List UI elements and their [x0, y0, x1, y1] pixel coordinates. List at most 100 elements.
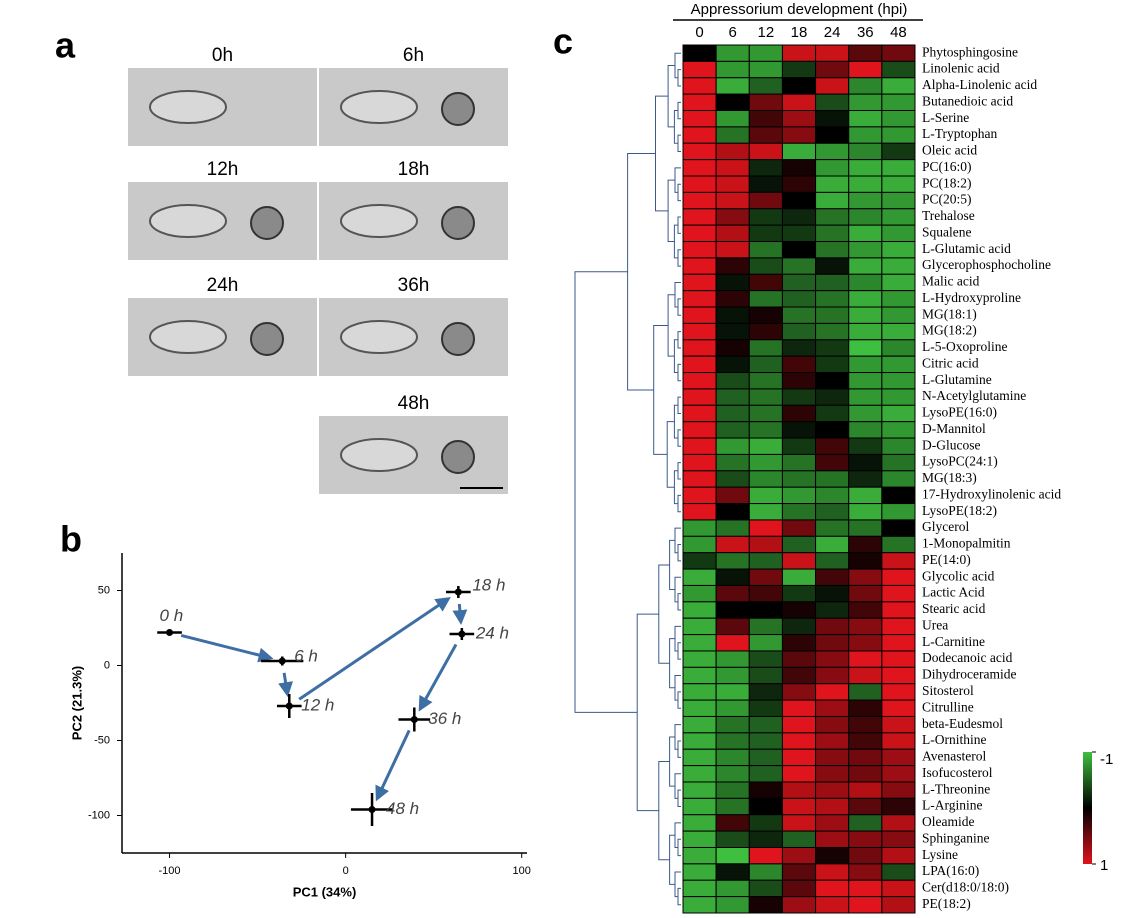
heatmap-cell [881, 879, 916, 898]
heatmap-cell [781, 44, 817, 62]
heatmap-cell [881, 126, 916, 144]
x-axis-label: PC1 (34%) [293, 884, 357, 899]
point [368, 806, 376, 813]
heatmap-cell [815, 617, 850, 636]
heatmap-cell [881, 683, 916, 701]
heatmap-cell [881, 142, 916, 161]
heatmap-cell [748, 404, 783, 423]
heatmap-cell [781, 191, 817, 210]
heatmap-cell [682, 142, 717, 161]
appressorium [441, 322, 475, 356]
heatmap-cell [881, 748, 916, 767]
heatmap-cell [682, 191, 717, 210]
dendrogram-branch [669, 834, 675, 885]
heatmap-cell [815, 421, 850, 439]
heatmap-cell [881, 306, 916, 324]
heatmap-cell [715, 93, 750, 112]
column-label: 18 [791, 24, 808, 41]
heatmap-cell [715, 372, 750, 390]
row-label: Sphinganine [922, 830, 990, 845]
heatmap-cell [682, 601, 717, 619]
row-label: D-Mannitol [922, 421, 986, 436]
heatmap-cell [715, 355, 750, 374]
heatmap-cell [748, 617, 783, 636]
heatmap-cell [715, 765, 750, 783]
heatmap-cell [748, 339, 783, 357]
heatmap-cell [815, 388, 850, 406]
heatmap-cell [781, 241, 817, 259]
heatmap-cell [815, 372, 850, 390]
heatmap-cell [881, 159, 916, 177]
heatmap-cell [682, 257, 717, 275]
heatmap-cell [815, 519, 850, 537]
heatmap-cell [682, 306, 717, 324]
dendrogram-branch [677, 216, 681, 234]
heatmap-cell [848, 208, 883, 226]
row-label: L-Hydroxyproline [922, 290, 1021, 305]
y-tick-label: 50 [98, 584, 110, 596]
heatmap-cell [715, 634, 750, 652]
heatmap-cell [682, 404, 717, 423]
heatmap-cell [682, 683, 717, 701]
heatmap-cell [815, 77, 850, 95]
heatmap-cell [748, 110, 783, 128]
heatmap-cell [848, 634, 883, 652]
dendrogram-branch [677, 396, 681, 414]
heatmap-cell [848, 748, 883, 767]
heatmap-cell [815, 732, 850, 750]
heatmap-cell [715, 273, 750, 292]
heatmap-cell [748, 535, 783, 554]
heatmap-cell [781, 208, 817, 226]
heatmap-cell [715, 306, 750, 324]
point [166, 629, 174, 636]
heatmap-cell [815, 322, 850, 341]
heatmap-cell [715, 453, 750, 472]
heatmap-cell [848, 814, 883, 832]
heatmap-cell [815, 339, 850, 357]
heatmap-cell [781, 290, 817, 308]
row-label: L-Carnitine [922, 634, 985, 649]
heatmap-cell [748, 77, 783, 95]
heatmap-cell [848, 372, 883, 390]
heatmap-cell [715, 830, 750, 848]
dendrogram-branch [677, 593, 681, 611]
heatmap-cell [781, 257, 817, 275]
heatmap-cell [748, 44, 783, 62]
dendrogram-branch [677, 183, 681, 202]
heatmap-cell [848, 584, 883, 603]
row-label: Avenasterol [922, 749, 986, 764]
heatmap-cell [682, 781, 717, 799]
heatmap-cell [748, 257, 783, 275]
heatmap-cell [682, 519, 717, 537]
panel-label: c [553, 21, 573, 62]
heatmap-cell [781, 421, 817, 439]
heatmap-cell [848, 846, 883, 865]
heatmap-cell [748, 470, 783, 488]
heatmap-cell [682, 634, 717, 652]
heatmap-cell [815, 584, 850, 603]
row-label: Butanedioic acid [922, 93, 1013, 108]
heatmap-cell [682, 830, 717, 848]
heatmap-cell [815, 175, 850, 193]
heatmap-cell [815, 241, 850, 259]
dendrogram-branch [677, 494, 681, 513]
row-label: L-Threonine [922, 781, 990, 796]
heatmap-cell [881, 175, 916, 193]
heatmap-cell [715, 224, 750, 243]
heatmap-cell [848, 535, 883, 554]
column-label: 48 [890, 24, 907, 41]
heatmap-cell [715, 77, 750, 95]
heatmap-cell [748, 584, 783, 603]
heatmap-cell [848, 552, 883, 570]
heatmap-cell [715, 142, 750, 161]
arrow [298, 597, 451, 701]
heatmap-cell [848, 257, 883, 275]
heatmap-cell [748, 896, 783, 914]
heatmap-cell [781, 601, 817, 619]
heatmap-cell [815, 470, 850, 488]
row-label: Citric acid [922, 355, 979, 370]
row-label: Phytosphingosine [922, 44, 1018, 59]
heatmap-cell [881, 93, 916, 112]
heatmap-cell [715, 208, 750, 226]
heatmap-cell [715, 863, 750, 881]
